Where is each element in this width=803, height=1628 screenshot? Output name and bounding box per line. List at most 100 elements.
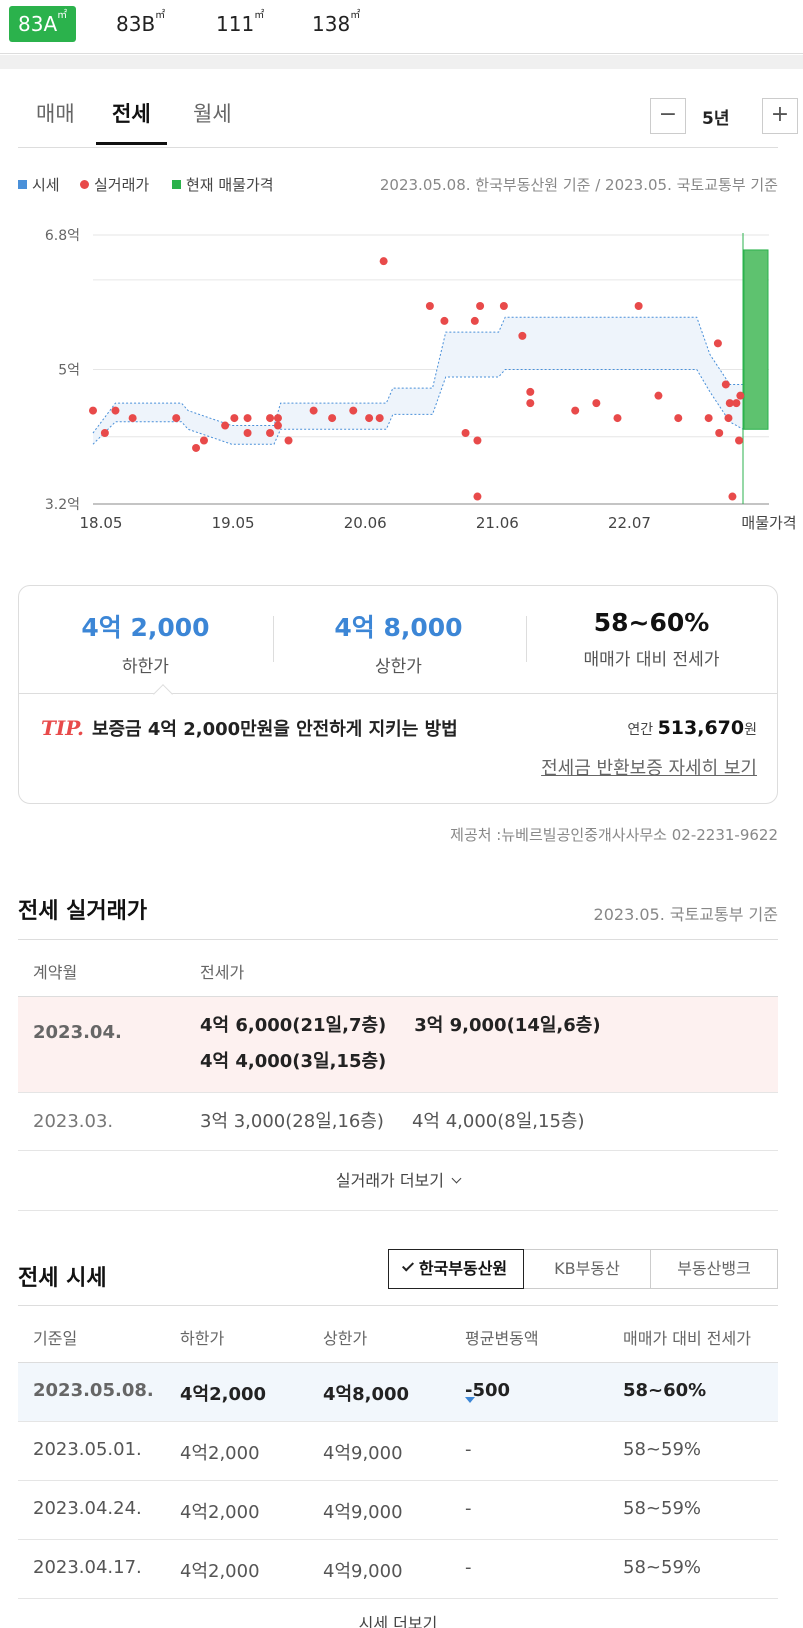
area-tab-label: 83A — [18, 12, 58, 36]
row-low: 4억2,000 — [180, 1561, 260, 1582]
trade-point — [192, 443, 201, 452]
row-change: - — [465, 1498, 472, 1519]
price-source-tabs: 한국부동산원 KB부동산 부동산뱅크 — [388, 1249, 778, 1289]
trade-point — [349, 406, 358, 415]
annual-label: 연간 — [627, 722, 654, 738]
trade-point — [473, 492, 482, 501]
trade-point — [365, 414, 374, 423]
listing-label: 매물가격 — [741, 514, 796, 532]
legend-label: 현재 매물가격 — [186, 176, 274, 194]
col-change: 평균변동액 — [465, 1329, 539, 1348]
trade-point — [230, 414, 239, 423]
stat-high-value: 4억 8,000 — [334, 613, 463, 642]
area-unit: ㎡ — [254, 10, 265, 21]
col-low: 하한가 — [180, 1329, 225, 1348]
trade-point — [674, 414, 683, 423]
trade-point — [732, 399, 741, 408]
tab-jeonse[interactable]: 전세 — [96, 98, 167, 145]
trade-point — [266, 414, 275, 423]
provider-info: 제공처 :뉴베르빌공인중개사사무소 02-2231-9622 — [450, 826, 778, 844]
source-label: 한국부동산원 — [418, 1259, 508, 1278]
row-high: 4억9,000 — [323, 1561, 403, 1582]
trade-point — [704, 414, 713, 423]
area-tab-138[interactable]: 138㎡ — [303, 6, 369, 42]
area-tab-label: 138 — [312, 12, 351, 36]
row-ratio: 58~59% — [623, 1439, 701, 1460]
summary-stats: 4억 2,000 하한가 4억 8,000 상한가 58~60% 매매가 대비 … — [19, 586, 777, 694]
more-transactions-button[interactable]: 실거래가 더보기 — [18, 1159, 778, 1211]
source-tab-reb[interactable]: 한국부동산원 — [388, 1249, 524, 1289]
trade-point — [199, 436, 208, 445]
source-tab-kb[interactable]: KB부동산 — [523, 1249, 651, 1289]
market-price-band — [93, 317, 743, 445]
table-row: 2023.03. 3억 3,000(28일,16층) 4억 4,000(8일,15… — [18, 1093, 778, 1151]
row-high: 4억8,000 — [323, 1384, 410, 1405]
x-tick-label: 22.07 — [608, 514, 651, 532]
tip-mark: TIP. — [41, 716, 84, 740]
tx-month: 2023.03. — [33, 1111, 114, 1132]
stat-ratio: 58~60% 매매가 대비 전세가 — [525, 608, 778, 670]
x-tick-label: 18.05 — [80, 514, 123, 532]
trade-point — [89, 406, 97, 415]
legend-square-icon — [172, 180, 181, 189]
tab-monthly-rent[interactable]: 월세 — [193, 102, 232, 126]
area-unit: ㎡ — [350, 10, 361, 21]
trade-type-tabs: 매매 전세 월세 − 5년 + — [18, 86, 798, 148]
area-tab-83a[interactable]: 83A㎡ — [9, 6, 77, 42]
trade-point — [273, 414, 282, 423]
trade-point — [473, 436, 482, 445]
transactions-table: 계약월 전세가 2023.04. 4억 6,000(21일,7층) 3억 9,00… — [18, 939, 778, 1151]
tx-price: 3억 3,000(28일,16층) — [200, 1111, 384, 1132]
chart-basis: 2023.05.08. 한국부동산원 기준 / 2023.05. 국토교통부 기… — [379, 176, 778, 194]
guarantee-link[interactable]: 전세금 반환보증 자세히 보기 — [541, 758, 757, 779]
more-label: 실거래가 더보기 — [335, 1171, 445, 1190]
tab-sale[interactable]: 매매 — [36, 102, 75, 126]
tx-price: 3억 9,000(14일,6층) — [414, 1015, 601, 1036]
stat-high-label: 상한가 — [375, 657, 422, 677]
transactions-title: 전세 실거래가 — [18, 899, 148, 924]
row-low: 4억2,000 — [180, 1384, 267, 1405]
col-high: 상한가 — [323, 1329, 368, 1348]
area-unit: ㎡ — [57, 10, 68, 21]
row-high: 4억9,000 — [323, 1502, 403, 1523]
more-prices-button[interactable]: 시세 더보기 — [358, 1614, 438, 1628]
tx-price: 4억 4,000(8일,15층) — [411, 1111, 585, 1132]
trade-point — [379, 257, 388, 266]
period-minus-button[interactable]: − — [650, 98, 686, 134]
trade-point — [571, 406, 580, 415]
trade-point — [172, 414, 181, 423]
tip-row: TIP. 보증금 4억 2,000만원을 안전하게 지키는 방법 — [41, 715, 458, 741]
y-tick-label: 6.8억 — [45, 228, 80, 244]
trade-point — [654, 391, 663, 400]
chevron-down-icon — [451, 1173, 462, 1184]
area-tab-83b[interactable]: 83B㎡ — [107, 6, 174, 42]
stat-low-label: 하한가 — [122, 657, 169, 677]
trade-point — [243, 414, 252, 423]
legend-square-icon — [18, 180, 27, 189]
legend-label: 실거래가 — [94, 176, 150, 194]
stat-low-value: 4억 2,000 — [81, 613, 210, 642]
tx-price: 4억 4,000(3일,15층) — [200, 1051, 387, 1072]
trade-point — [526, 399, 535, 408]
period-plus-button[interactable]: + — [762, 98, 798, 134]
trade-point — [425, 301, 434, 310]
annual-value: 513,670 — [657, 717, 745, 739]
trade-point — [736, 391, 745, 400]
period-control: − 5년 + — [650, 98, 798, 134]
trade-point — [721, 380, 730, 389]
annual-fee: 연간 513,670원 — [627, 717, 757, 739]
area-tab-111[interactable]: 111㎡ — [207, 6, 273, 42]
legend-market: 시세 — [18, 174, 60, 195]
x-tick-label: 19.05 — [212, 514, 255, 532]
row-change: - — [465, 1439, 472, 1460]
section-divider — [0, 55, 803, 69]
tx-prices: 3억 3,000(28일,16층) 4억 4,000(8일,15층) — [200, 1104, 760, 1140]
source-tab-bank[interactable]: 부동산뱅크 — [650, 1249, 778, 1289]
trade-point — [613, 414, 622, 423]
trade-point — [499, 301, 508, 310]
x-tick-label: 21.06 — [476, 514, 519, 532]
table-row: 2023.04. 4억 6,000(21일,7층) 3억 9,000(14일,6층… — [18, 997, 778, 1093]
area-tab-label: 83B — [116, 12, 156, 36]
market-lower-line — [92, 369, 744, 445]
stat-low: 4억 2,000 하한가 — [19, 608, 272, 677]
